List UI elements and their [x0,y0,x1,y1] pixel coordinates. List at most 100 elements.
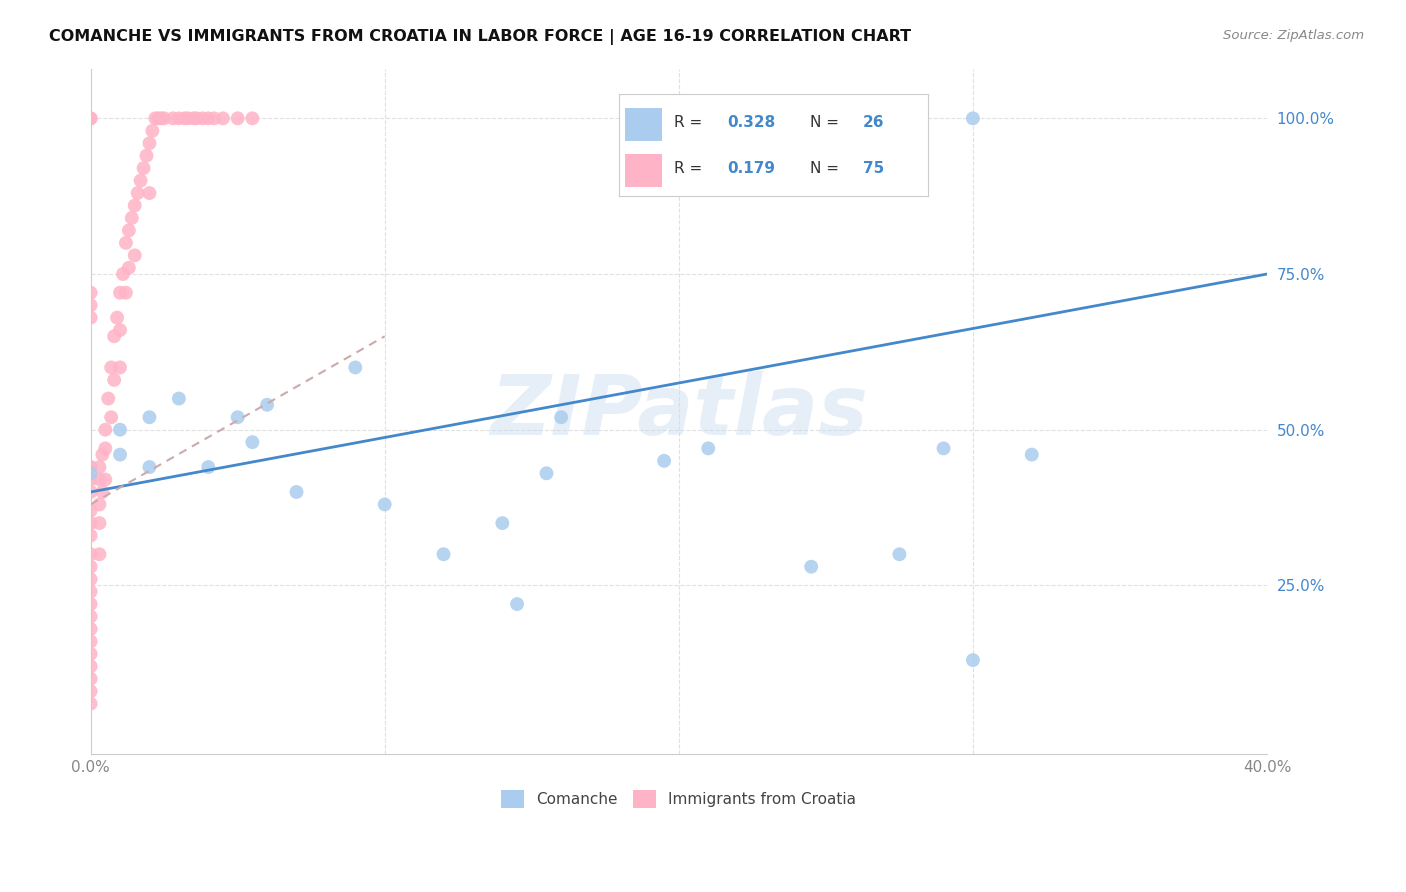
Point [889,547,911,561]
Text: Source: ZipAtlas.com: Source: ZipAtlas.com [1223,29,1364,42]
Point [186,112,208,126]
Point [108,423,131,437]
Point [256,398,278,412]
Point [1021,448,1043,462]
Point [91,448,114,462]
Point [103,373,125,387]
Point [962,653,984,667]
FancyBboxPatch shape [624,154,662,187]
Point [800,559,823,574]
Point [506,597,529,611]
Point [89,497,111,511]
Point [932,442,955,456]
Point [491,516,513,530]
Point [148,112,170,126]
Point [697,442,720,456]
Point [183,112,205,126]
Point [129,173,152,187]
Point [79,572,101,586]
Point [94,423,117,437]
Point [432,547,454,561]
Point [121,211,143,225]
Point [226,410,249,425]
Point [79,609,101,624]
Point [79,659,101,673]
Point [167,392,190,406]
Point [108,448,131,462]
Point [132,161,155,176]
Point [100,410,122,425]
Legend: Comanche, Immigrants from Croatia: Comanche, Immigrants from Croatia [495,783,862,814]
Point [374,497,396,511]
Point [79,460,101,475]
Point [202,112,225,126]
Point [79,559,101,574]
Point [108,360,131,375]
Point [141,124,163,138]
Point [124,248,146,262]
Point [79,597,101,611]
Point [115,235,138,250]
Point [197,112,219,126]
Point [94,442,117,456]
Point [150,112,173,126]
Point [162,112,184,126]
Point [108,285,131,300]
Point [240,112,263,126]
Point [550,410,572,425]
Point [127,186,149,200]
Point [135,149,157,163]
Point [118,223,141,237]
Point [212,112,235,126]
Point [79,516,101,530]
Text: R =: R = [675,115,707,130]
Point [97,392,120,406]
Point [115,285,138,300]
Point [173,112,195,126]
Point [79,112,101,126]
Point [138,136,160,151]
Point [79,112,101,126]
Point [108,323,131,337]
Point [79,310,101,325]
Point [79,684,101,698]
Point [105,310,128,325]
Point [79,485,101,500]
Text: N =: N = [810,115,844,130]
Point [138,186,160,200]
Point [652,454,675,468]
Point [79,584,101,599]
Point [111,267,134,281]
Text: ZIPatlas: ZIPatlas [489,370,868,451]
Text: 26: 26 [863,115,884,130]
Point [138,460,160,475]
Point [191,112,214,126]
Point [536,467,558,481]
Point [79,503,101,517]
Point [79,298,101,312]
Point [79,697,101,711]
Point [285,485,308,500]
Point [79,547,101,561]
Point [167,112,190,126]
Point [79,467,101,481]
Text: COMANCHE VS IMMIGRANTS FROM CROATIA IN LABOR FORCE | AGE 16-19 CORRELATION CHART: COMANCHE VS IMMIGRANTS FROM CROATIA IN L… [49,29,911,45]
Point [89,547,111,561]
Point [89,460,111,475]
Point [79,473,101,487]
Point [226,112,249,126]
Point [138,410,160,425]
Text: 0.328: 0.328 [727,115,775,130]
Point [91,485,114,500]
Point [79,528,101,542]
Point [94,473,117,487]
Text: 75: 75 [863,161,884,176]
Point [89,473,111,487]
Point [197,460,219,475]
Point [124,198,146,212]
Point [240,435,263,450]
Point [100,360,122,375]
Text: R =: R = [675,161,707,176]
Text: 0.179: 0.179 [727,161,775,176]
Point [176,112,198,126]
